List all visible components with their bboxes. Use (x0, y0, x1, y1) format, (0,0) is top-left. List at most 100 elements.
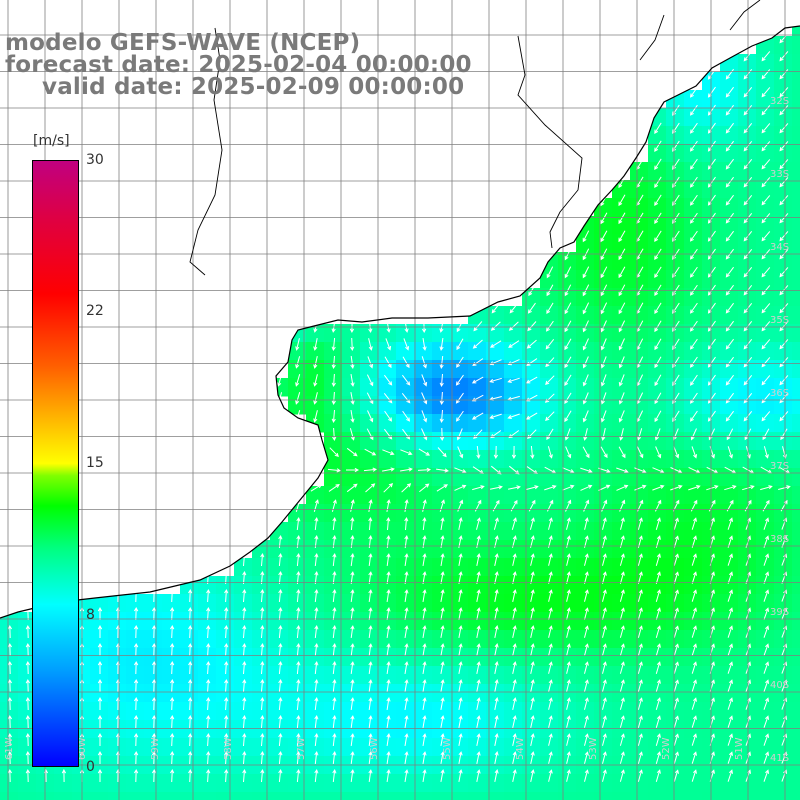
wind-arrow (368, 769, 373, 782)
wind-arrow (188, 606, 193, 621)
latitude-label: 32S (770, 96, 789, 107)
wind-arrow (673, 751, 679, 764)
wind-arrow (188, 624, 193, 639)
wind-arrow (206, 606, 211, 621)
wind-arrow (494, 715, 499, 728)
wind-arrow (458, 661, 463, 674)
wind-arrow (169, 624, 175, 639)
wind-arrow (564, 392, 572, 404)
wind-arrow (422, 697, 427, 710)
wind-arrow (458, 751, 463, 764)
wind-arrow (97, 750, 103, 764)
wind-arrow (584, 589, 589, 602)
wind-arrow (725, 140, 734, 152)
wind-arrow (600, 374, 607, 387)
wind-arrow (278, 606, 283, 621)
wind-arrow (725, 266, 734, 278)
wind-arrow (278, 768, 283, 783)
wind-arrow (422, 553, 427, 566)
wind-arrow (654, 266, 662, 278)
wind-arrow (368, 679, 373, 692)
wind-arrow (727, 715, 733, 728)
wind-arrow (350, 337, 355, 352)
wind-arrow (7, 642, 13, 657)
wind-arrow (691, 571, 697, 584)
border-line (729, 0, 761, 31)
wind-arrow (476, 445, 481, 460)
border-line (639, 14, 665, 61)
wind-arrow (350, 643, 355, 656)
wind-arrow (763, 679, 770, 692)
latitude-label: 33S (770, 169, 789, 180)
wind-arrow (224, 570, 229, 585)
wind-arrow (618, 194, 626, 207)
wind-arrow (169, 714, 175, 729)
wind-arrow (25, 696, 31, 711)
wind-arrow (619, 769, 625, 782)
wind-arrow (528, 284, 536, 297)
wind-arrow (781, 697, 788, 710)
wind-arrow (404, 320, 409, 333)
wind-arrow (296, 750, 301, 765)
wind-arrow (654, 176, 662, 188)
wind-arrow (386, 697, 391, 710)
wind-arrow (508, 321, 519, 331)
wind-arrow (761, 231, 771, 242)
wind-arrow (673, 589, 679, 602)
wind-arrow (689, 266, 698, 278)
wind-arrow (781, 751, 788, 764)
wind-arrow (440, 625, 445, 638)
wind-arrow (566, 625, 571, 638)
wind-arrow (655, 643, 661, 656)
wind-arrow (440, 769, 445, 782)
wind-arrow (350, 355, 355, 370)
coastline-path (0, 25, 800, 619)
colorbar-tick-30: 30 (86, 152, 104, 168)
wind-arrow (313, 338, 318, 351)
wind-arrow (654, 428, 661, 441)
wind-arrow (151, 624, 157, 639)
wind-arrow (401, 392, 411, 404)
wind-arrow (600, 284, 608, 297)
wind-arrow (652, 467, 665, 474)
wind-arrow (761, 87, 771, 98)
wind-arrow (691, 769, 697, 782)
wind-arrow (725, 410, 734, 422)
wind-arrow (763, 589, 770, 602)
wind-arrow (278, 696, 283, 711)
wind-arrow (386, 643, 391, 656)
wind-arrow (763, 751, 770, 764)
wind-arrow (637, 751, 643, 764)
wind-arrow (618, 302, 626, 315)
wind-arrow (564, 266, 572, 279)
wind-arrow (546, 302, 554, 314)
wind-arrow (332, 732, 337, 747)
wind-arrow (386, 499, 391, 512)
wind-arrow (725, 338, 734, 350)
wind-arrow (133, 696, 139, 711)
wind-arrow (400, 467, 413, 472)
wind-arrow (781, 733, 788, 746)
wind-arrow (422, 661, 427, 674)
colorbar-unit: [m/s] (33, 133, 70, 149)
wind-arrow (368, 661, 373, 674)
wind-arrow (582, 302, 590, 315)
wind-arrow (169, 732, 175, 747)
wind-arrow (779, 411, 789, 422)
wind-arrow (566, 769, 571, 782)
wind-arrow (673, 643, 679, 656)
wind-arrow (725, 68, 734, 80)
wind-arrow (400, 449, 413, 456)
wind-arrow (386, 751, 391, 764)
wind-arrow (779, 321, 789, 332)
wind-arrow (761, 69, 771, 80)
wind-arrow (455, 392, 464, 404)
wind-arrow (763, 733, 770, 746)
wind-arrow (689, 392, 698, 404)
wind-arrow (618, 410, 625, 423)
wind-arrow (582, 410, 589, 423)
wind-arrow (458, 553, 463, 566)
wind-arrow (602, 517, 607, 530)
colorbar-tick-8: 8 (86, 607, 95, 623)
